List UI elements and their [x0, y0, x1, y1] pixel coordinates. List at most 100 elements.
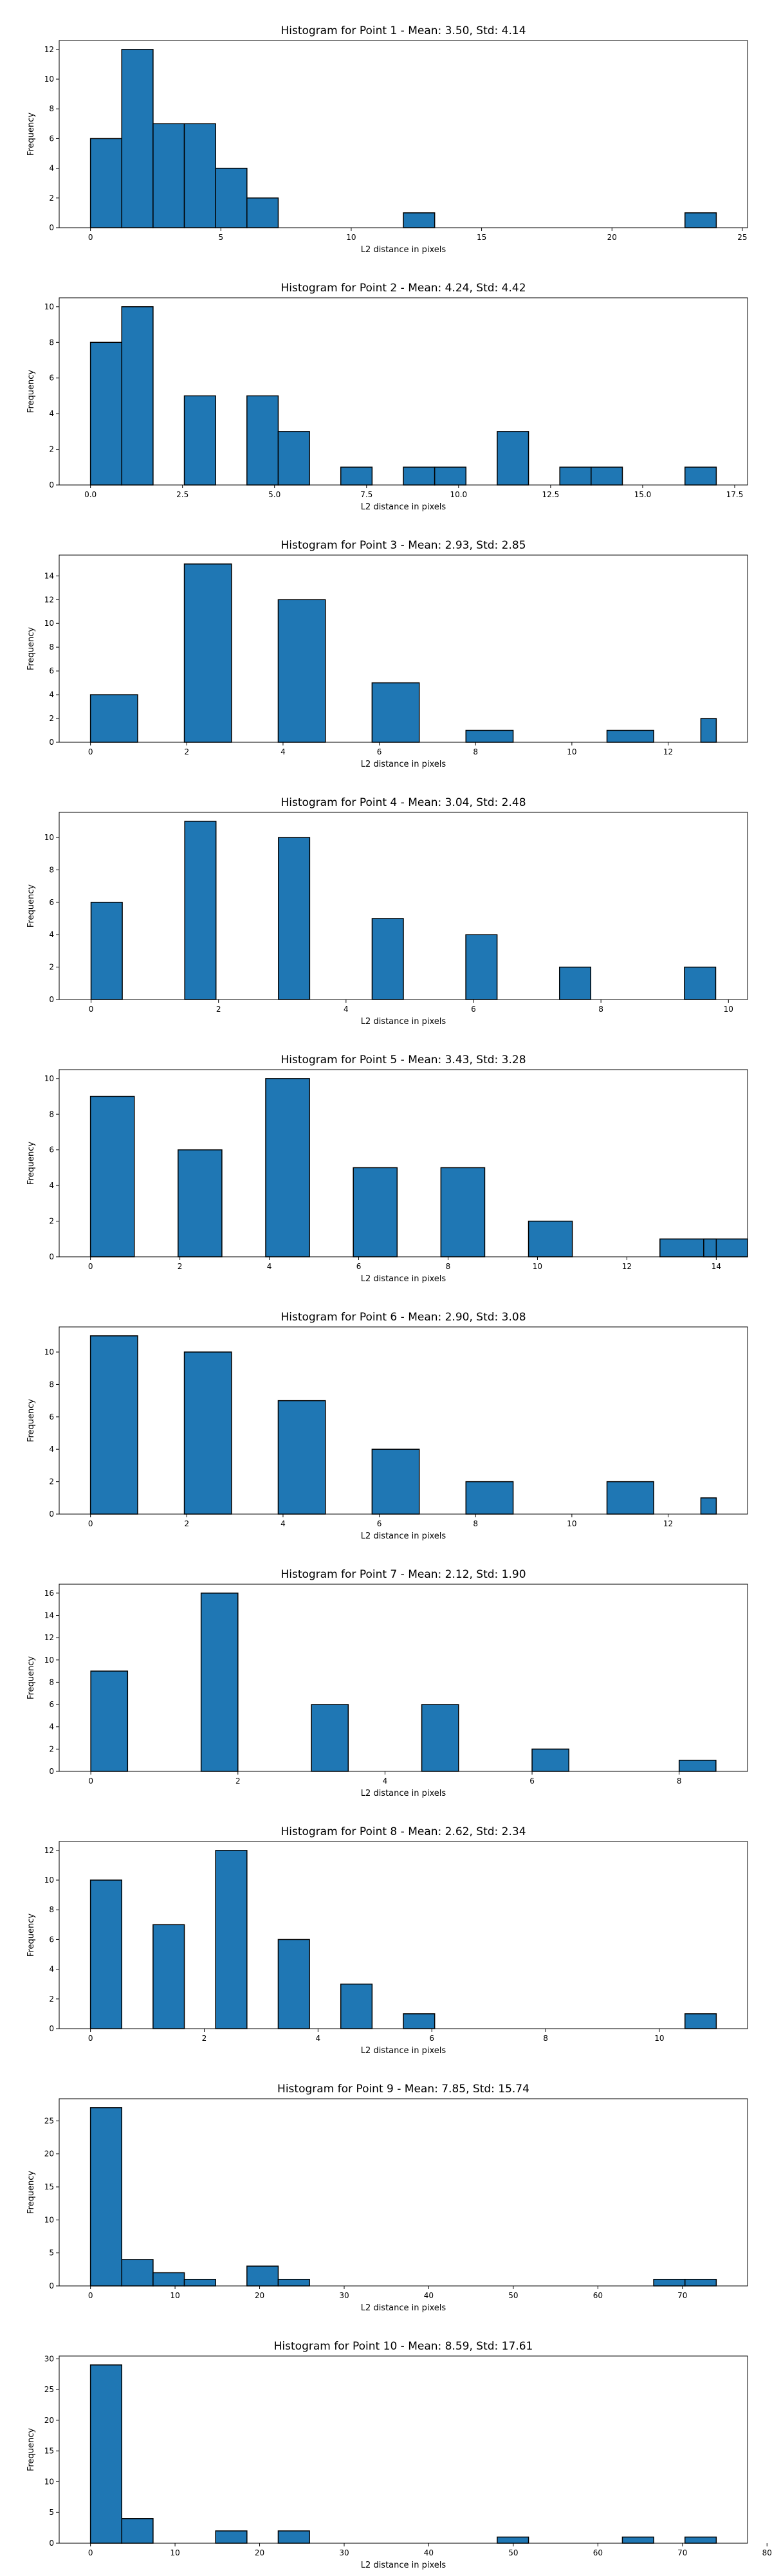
axes-frame — [59, 1069, 748, 1257]
y-tick-label: 15 — [44, 2447, 54, 2456]
y-tick-label: 12 — [44, 1846, 54, 1855]
y-axis-label: Frequency — [26, 2171, 36, 2214]
x-tick-label: 2 — [235, 1777, 241, 1786]
histogram-bar — [183, 563, 232, 743]
y-tick-label: 6 — [49, 1700, 54, 1709]
x-tick-label: 2 — [202, 2034, 207, 2043]
axes-frame — [59, 2098, 748, 2287]
x-tick-label: 0 — [88, 233, 93, 242]
histogram-bar — [703, 1238, 717, 1257]
x-tick-label: 4 — [383, 1777, 388, 1786]
histogram-bar — [184, 821, 217, 1000]
y-tick-label: 10 — [44, 2215, 54, 2224]
chart-title: Histogram for Point 5 - Mean: 3.43, Std:… — [280, 1054, 526, 1066]
histogram-bar — [121, 49, 154, 228]
histogram-bar — [89, 1095, 135, 1257]
axes-frame — [59, 554, 748, 743]
histogram-bar — [659, 1238, 704, 1257]
chart-title: Histogram for Point 6 - Mean: 2.90, Std:… — [280, 1311, 526, 1324]
x-tick-label: 10 — [567, 1519, 576, 1528]
histogram-bar — [371, 1448, 420, 1515]
x-tick-label: 0 — [88, 2548, 93, 2557]
y-axis-label: Frequency — [26, 1399, 36, 1442]
histogram-bar — [434, 466, 467, 486]
histogram-bar — [89, 2107, 123, 2287]
x-tick-label: 10 — [724, 1005, 733, 1014]
x-tick-label: 0 — [88, 1519, 93, 1528]
histogram-bar — [684, 2013, 717, 2029]
y-axis-label: Frequency — [26, 1914, 36, 1957]
y-tick-label: 30 — [44, 2354, 54, 2363]
y-tick-label: 25 — [44, 2385, 54, 2394]
histogram-bar — [353, 1167, 398, 1257]
y-tick-label: 4 — [49, 1181, 54, 1190]
histogram-9: Histogram for Point 9 - Mean: 7.85, Std:… — [26, 2083, 748, 2313]
y-axis-label: Frequency — [26, 1142, 36, 1185]
y-tick-label: 12 — [44, 45, 54, 54]
x-tick-label: 7.5 — [360, 490, 372, 499]
x-tick-label: 4 — [344, 1005, 349, 1014]
chart-title: Histogram for Point 9 - Mean: 7.85, Std:… — [277, 2083, 529, 2096]
histogram-bar — [700, 1497, 717, 1515]
histogram-bar — [371, 918, 404, 1000]
y-tick-label: 4 — [49, 930, 54, 939]
x-tick-label: 6 — [471, 1005, 476, 1014]
histogram-bar — [246, 197, 279, 228]
y-tick-label: 10 — [44, 1876, 54, 1885]
axes-frame — [59, 297, 748, 486]
x-tick-label: 10 — [346, 233, 356, 242]
y-tick-label: 5 — [49, 2508, 54, 2517]
y-tick-label: 8 — [49, 104, 54, 113]
y-tick-label: 4 — [49, 409, 54, 418]
histogram-bar — [621, 2536, 654, 2544]
y-tick-label: 8 — [49, 865, 54, 874]
histogram-bar — [277, 599, 326, 743]
histogram-bar — [246, 395, 279, 486]
x-axis-label: L2 distance in pixels — [361, 245, 446, 255]
histogram-bar — [497, 2536, 529, 2544]
histogram-bar — [152, 2272, 185, 2287]
histogram-bar — [90, 902, 123, 1000]
x-tick-label: 20 — [255, 2291, 264, 2300]
histogram-3: Histogram for Point 3 - Mean: 2.93, Std:… — [26, 539, 748, 769]
x-tick-label: 10 — [170, 2548, 179, 2557]
x-tick-label: 0.0 — [84, 490, 96, 499]
y-tick-label: 8 — [49, 1110, 54, 1119]
y-tick-label: 25 — [44, 2116, 54, 2125]
histogram-bar — [421, 1704, 459, 1772]
x-tick-label: 10 — [533, 1262, 542, 1271]
chart-title: Histogram for Point 2 - Mean: 4.24, Std:… — [280, 282, 526, 295]
y-tick-label: 6 — [49, 898, 54, 907]
histogram-bar — [152, 123, 185, 228]
histogram-bar — [559, 466, 592, 486]
histogram-bar — [152, 1924, 185, 2029]
histogram-bar — [440, 1167, 486, 1257]
y-tick-label: 10 — [44, 833, 54, 842]
histogram-bar — [591, 466, 623, 486]
y-tick-label: 10 — [44, 2477, 54, 2486]
y-tick-label: 10 — [44, 619, 54, 628]
x-tick-label: 20 — [255, 2548, 264, 2557]
x-tick-label: 70 — [677, 2291, 687, 2300]
histogram-bar — [340, 1983, 373, 2029]
chart-title: Histogram for Point 4 - Mean: 3.04, Std:… — [280, 796, 526, 809]
chart-title: Histogram for Point 1 - Mean: 3.50, Std:… — [280, 24, 526, 37]
y-axis-label: Frequency — [26, 1656, 36, 1699]
x-tick-label: 10 — [567, 747, 576, 756]
histogram-bar — [200, 1593, 239, 1772]
histogram-bar — [371, 682, 420, 743]
x-tick-label: 0 — [88, 1262, 93, 1271]
x-tick-label: 8 — [473, 747, 478, 756]
y-tick-label: 16 — [44, 1589, 54, 1598]
x-tick-label: 60 — [593, 2548, 603, 2557]
x-tick-label: 10.0 — [450, 490, 467, 499]
y-tick-label: 14 — [44, 571, 54, 580]
histogram-2: Histogram for Point 2 - Mean: 4.24, Std:… — [26, 282, 748, 512]
y-tick-label: 10 — [44, 1347, 54, 1357]
x-tick-label: 50 — [508, 2548, 518, 2557]
histogram-bar — [528, 1220, 573, 1257]
x-tick-label: 6 — [377, 1519, 382, 1528]
y-tick-label: 0 — [49, 223, 54, 232]
x-tick-label: 5 — [218, 233, 223, 242]
x-axis-label: L2 distance in pixels — [361, 760, 446, 769]
